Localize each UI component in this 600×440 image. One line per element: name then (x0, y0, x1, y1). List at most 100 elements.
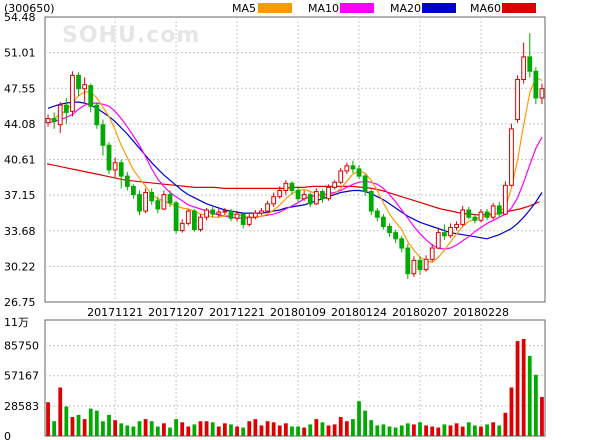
candle-body-down (51, 118, 57, 123)
candle-body-down (192, 210, 197, 231)
volume-bar (485, 424, 489, 436)
candle-body-down (124, 175, 130, 187)
volume-bar (155, 426, 160, 436)
price-tick-label: 33.68 (4, 225, 36, 238)
volume-bar (198, 421, 203, 436)
volume-bar (405, 423, 410, 436)
candle-body-up (454, 223, 459, 228)
candle-body-down (167, 194, 173, 204)
candle-body-up (490, 205, 496, 218)
volume-bar (131, 426, 136, 436)
candle-body-up (521, 56, 527, 80)
volume-bar (326, 425, 331, 436)
volume-bar (101, 421, 105, 436)
price-tick-label: 44.08 (4, 118, 36, 131)
candle-body-up (143, 192, 149, 212)
volume-bar (472, 425, 477, 436)
date-axis: 20171121 20171207 20171221 20180109 20180124… (87, 306, 509, 319)
volume-bar (143, 419, 148, 436)
volume-bar (338, 417, 343, 436)
volume-unit-label: 11万 (4, 316, 29, 329)
candle-body-down (350, 165, 356, 170)
candle-body-up (411, 259, 417, 275)
price-tick-label: 40.61 (4, 154, 36, 167)
volume-bar (491, 422, 496, 436)
candle-body-down (155, 200, 161, 210)
candlesticks (45, 33, 545, 279)
candle-body-down (393, 232, 399, 240)
volume-bar (424, 425, 428, 436)
volume-bar (283, 423, 288, 436)
legend-label-ma60: MA60 (470, 2, 501, 15)
candle-body-down (320, 191, 325, 200)
candle-body-up (313, 191, 319, 205)
price-axis: 54.48 51.01 47.55 44.08 40.61 37.15 33.68 30.22… (4, 11, 36, 309)
price-tick-label: 54.48 (4, 11, 36, 24)
chart-frame (44, 16, 546, 437)
legend-swatch-ma60 (502, 3, 536, 13)
volume-bar (320, 422, 325, 436)
volume-bar (216, 426, 221, 436)
volume-bars (46, 338, 544, 436)
candle-body-down (387, 225, 392, 234)
candle-body-down (374, 210, 380, 218)
candle-body-down (118, 162, 124, 177)
ma5-line (47, 76, 543, 264)
volume-bar (515, 341, 520, 436)
ma-legend: MA5 MA10 MA20 MA60 (232, 2, 536, 15)
candle-body-down (368, 191, 374, 212)
volume-panel-border (44, 319, 546, 437)
candle-body-down (295, 189, 301, 200)
candle-body-up (234, 213, 240, 219)
volume-bar (210, 422, 215, 436)
candle-body-up (429, 247, 435, 260)
candle-body-down (399, 238, 405, 249)
candle-body-down (527, 56, 533, 72)
candle-body-up (423, 258, 429, 271)
candle-body-down (63, 104, 69, 113)
volume-bar (52, 421, 57, 436)
volume-bar (527, 355, 532, 436)
candle-body-up (259, 210, 264, 214)
volume-bar (107, 414, 111, 436)
candle-body-up (216, 211, 222, 215)
legend-swatch-ma20 (422, 3, 456, 13)
candle-body-down (484, 211, 490, 218)
legend-swatch-ma10 (340, 3, 374, 13)
candle-body-down (210, 209, 216, 215)
volume-bar (302, 427, 307, 436)
candle-body-up (435, 232, 441, 249)
date-tick-label: 20180228 (453, 306, 509, 319)
volume-bar (82, 419, 87, 436)
volume-bar (308, 424, 313, 436)
candle-body-down (289, 182, 295, 191)
candle-body-up (179, 222, 185, 232)
volume-bar (168, 427, 172, 436)
volume-bar (125, 425, 130, 436)
candle-body-down (381, 216, 386, 227)
candle-body-up (502, 184, 508, 215)
volume-bar (235, 426, 239, 436)
stock-code: (300650) (4, 2, 55, 15)
candle-body-up (332, 181, 338, 188)
volume-bar (460, 426, 465, 436)
volume-bar (479, 426, 483, 436)
candle-body-down (466, 209, 472, 218)
candle-body-down (307, 194, 313, 205)
volume-bar (412, 424, 416, 436)
candle-body-up (82, 84, 88, 90)
volume-bar (533, 374, 538, 436)
volume-bar (253, 419, 258, 436)
candle-body-down (356, 168, 362, 177)
candle-body-down (131, 185, 136, 196)
candle-body-up (271, 196, 277, 205)
volume-tick-label: 85750 (4, 340, 39, 353)
volume-bar (241, 427, 246, 436)
candle-body-down (417, 259, 423, 271)
legend-label-ma20: MA20 (390, 2, 421, 15)
candle-body-up (509, 128, 514, 186)
candle-body-up (539, 88, 545, 99)
candle-body-up (460, 209, 466, 225)
candle-body-up (70, 74, 75, 112)
price-tick-label: 47.55 (4, 82, 36, 95)
